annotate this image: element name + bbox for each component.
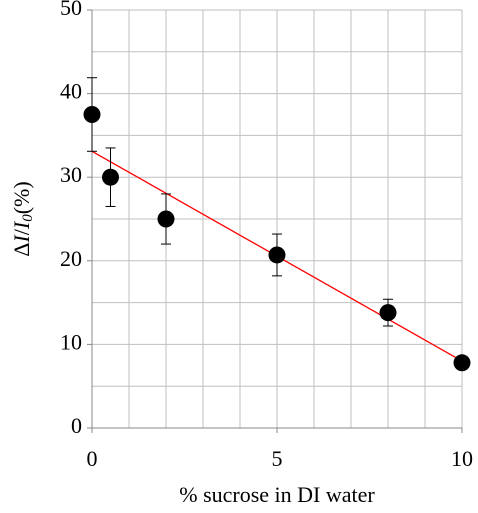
y-tick-label: 30 xyxy=(60,162,82,187)
y-tick-label: 50 xyxy=(60,0,82,20)
y-axis-label: ΔI/I0(%) xyxy=(9,181,36,256)
point xyxy=(83,106,101,123)
point xyxy=(453,354,471,372)
point xyxy=(379,304,397,322)
point xyxy=(102,168,119,186)
y-tick-label: 0 xyxy=(71,413,82,438)
point xyxy=(268,246,286,264)
y-tick-label: 10 xyxy=(60,329,82,354)
point xyxy=(157,210,175,228)
x-tick-label: 0 xyxy=(87,446,98,471)
y-tick-label: 40 xyxy=(60,79,82,104)
x-tick-label: 10 xyxy=(451,446,473,471)
x-tick-label: 5 xyxy=(272,446,283,471)
x-axis-label: % sucrose in DI water xyxy=(179,482,375,507)
y-tick-label: 20 xyxy=(60,246,82,271)
